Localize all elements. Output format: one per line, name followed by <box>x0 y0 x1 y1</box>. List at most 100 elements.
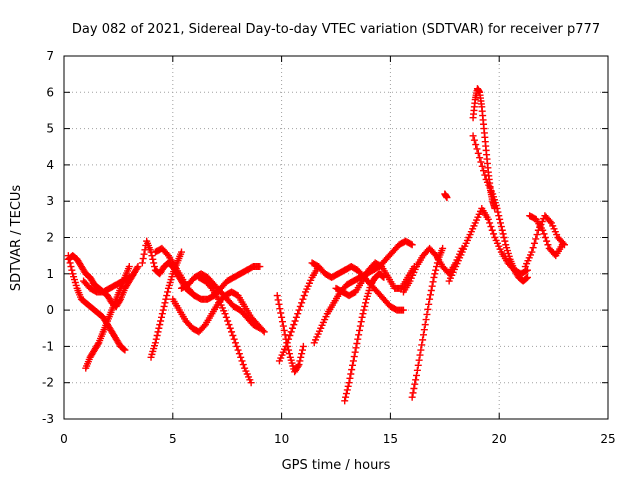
data-point-marker <box>162 295 170 303</box>
y-tick-label: 0 <box>46 303 54 317</box>
data-point-marker <box>157 317 165 325</box>
y-tick-label: 5 <box>46 122 54 136</box>
data-point-marker <box>430 273 438 281</box>
data-point-marker <box>497 223 505 231</box>
data-point-marker <box>473 145 481 153</box>
data-point-marker <box>255 324 263 332</box>
data-point-marker <box>432 266 440 274</box>
data-point-marker <box>275 300 283 308</box>
y-tick-label: 2 <box>46 231 54 245</box>
series-track-x <box>526 212 566 260</box>
data-point-marker <box>522 267 530 275</box>
data-point-marker <box>225 321 233 329</box>
y-tick-labels: -3 -2 -1 0 1 2 3 4 5 6 7 <box>42 49 54 426</box>
y-tick-label: 1 <box>46 267 54 281</box>
data-point-marker <box>532 235 540 243</box>
data-point-marker <box>151 263 159 271</box>
data-point-marker <box>278 318 286 326</box>
data-point-marker <box>148 252 156 260</box>
data-point-marker <box>357 318 365 326</box>
data-point-marker <box>358 313 366 321</box>
y-tick-label: 7 <box>46 49 54 63</box>
data-point-marker <box>161 299 169 307</box>
data-point-marker <box>353 339 361 347</box>
data-point-marker <box>154 328 162 336</box>
data-point-marker <box>291 317 299 325</box>
data-point-marker <box>125 273 133 281</box>
data-point-marker <box>344 382 352 390</box>
data-point-marker <box>294 362 302 370</box>
data-point-marker <box>356 326 364 334</box>
data-point-marker <box>200 322 208 330</box>
data-point-marker <box>413 366 421 374</box>
data-point-marker <box>541 234 549 241</box>
data-point-marker <box>343 386 351 394</box>
x-tick-label: 15 <box>383 432 398 446</box>
data-point-marker <box>278 313 286 321</box>
data-point-marker <box>523 273 531 281</box>
data-point-marker <box>379 273 387 281</box>
data-point-marker <box>409 389 417 397</box>
data-point-marker <box>285 350 293 358</box>
data-point-marker <box>356 322 364 330</box>
data-point-marker <box>352 344 360 352</box>
data-point-marker <box>408 393 416 401</box>
data-point-marker <box>342 393 350 401</box>
data-point-marker <box>230 335 238 343</box>
data-point-marker <box>421 321 429 329</box>
data-point-marker <box>412 376 420 384</box>
data-point-marker <box>235 350 243 358</box>
data-point-marker <box>419 331 427 339</box>
data-point-marker <box>164 288 172 296</box>
data-point-marker <box>273 292 281 300</box>
data-point-marker <box>298 350 306 358</box>
data-point-marker <box>523 266 531 274</box>
data-point-marker <box>153 332 161 340</box>
data-point-marker <box>414 361 422 369</box>
data-point-marker <box>528 248 536 256</box>
data-point-marker <box>299 342 307 350</box>
data-point-marker <box>260 328 268 336</box>
data-point-marker <box>274 296 282 304</box>
data-point-marker <box>407 240 415 248</box>
y-axis-label: SDTVAR / TECUs <box>9 185 24 292</box>
data-point-marker <box>256 263 264 271</box>
data-point-marker <box>121 346 129 354</box>
x-tick-label: 25 <box>600 432 615 446</box>
data-point-marker <box>486 219 494 227</box>
series-track-u <box>469 132 531 285</box>
data-point-marker <box>348 366 356 374</box>
series-track-q <box>408 244 447 401</box>
data-point-marker <box>279 322 287 330</box>
data-point-marker <box>256 324 264 332</box>
data-point-marker <box>355 331 363 339</box>
series-track-o <box>341 270 388 405</box>
data-point-marker <box>282 342 290 350</box>
data-point-marker <box>477 158 485 166</box>
data-point-marker <box>139 255 147 263</box>
data-point-marker <box>285 346 293 354</box>
data-point-marker <box>474 149 482 157</box>
series-track-s <box>445 204 531 285</box>
data-point-marker <box>488 226 496 234</box>
series-track-j <box>178 270 264 332</box>
data-point-marker <box>424 305 432 313</box>
data-point-marker <box>543 237 551 245</box>
y-tick-label: -1 <box>42 339 54 353</box>
data-point-marker <box>150 259 158 267</box>
data-point-marker <box>290 321 298 329</box>
data-point-marker <box>470 136 478 144</box>
grid-lines <box>64 56 608 419</box>
data-point-marker <box>501 237 509 245</box>
data-point-marker <box>295 361 303 369</box>
data-point-marker <box>228 328 236 336</box>
data-point-marker <box>345 379 353 387</box>
data-point-marker <box>163 250 171 258</box>
data-point-marker <box>546 218 554 226</box>
series-track-t <box>469 85 499 212</box>
data-point-marker <box>124 274 132 282</box>
data-point-marker <box>500 234 508 241</box>
data-point-marker <box>423 310 431 318</box>
data-point-marker <box>495 212 503 220</box>
